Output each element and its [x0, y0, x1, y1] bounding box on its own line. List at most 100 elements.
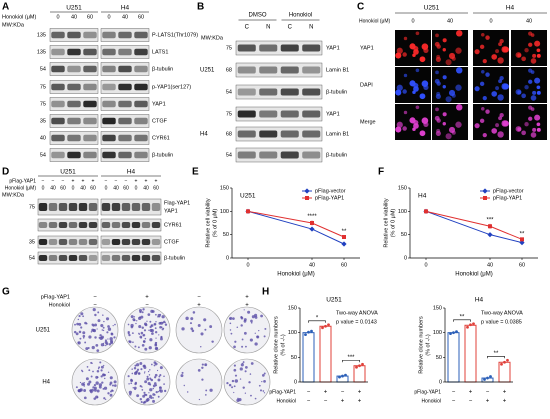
colony: [154, 362, 158, 366]
blot-band: [118, 31, 132, 39]
colony: [109, 393, 113, 397]
colony: [151, 332, 154, 335]
colony: [244, 370, 247, 373]
colony: [140, 331, 144, 335]
colony: [79, 337, 82, 340]
blot-band: [68, 203, 78, 211]
cell: [436, 128, 441, 133]
mw: 68: [226, 131, 232, 137]
cell: [528, 31, 533, 36]
colony: [90, 331, 93, 333]
data-point: [355, 365, 358, 369]
significance-bracket: [453, 319, 471, 322]
label: +: [145, 295, 149, 301]
cell: [455, 47, 462, 54]
micrograph: [511, 67, 547, 103]
blot-band: [51, 48, 65, 56]
colony: [148, 374, 151, 376]
row-label: pFlag-YAP1: [414, 389, 441, 395]
colony: [136, 368, 140, 371]
blot-label: CYR61: [164, 222, 182, 228]
blot-band: [51, 65, 65, 73]
label: +: [72, 178, 75, 184]
label: −: [105, 178, 108, 184]
colony: [113, 336, 116, 339]
blot-band: [102, 151, 116, 159]
blot-band: [67, 117, 81, 125]
data-point: [472, 322, 475, 326]
blot-band: [111, 222, 121, 228]
p-value: p value = 0.0143: [336, 319, 377, 325]
colony: [152, 393, 155, 396]
colony: [85, 322, 88, 325]
colony: [79, 381, 82, 384]
blot-band: [131, 203, 141, 211]
label: 0: [42, 185, 45, 191]
blot-band: [67, 31, 81, 39]
blot-band: [280, 110, 299, 118]
colony: [146, 320, 148, 322]
colony: [203, 318, 207, 322]
blot-band: [83, 31, 97, 39]
cell: [495, 49, 500, 54]
colony: [100, 375, 103, 378]
sign: −: [452, 399, 456, 405]
cell: [495, 123, 500, 128]
label: 0: [135, 185, 138, 191]
blot-band: [67, 151, 81, 159]
colony: [159, 366, 163, 370]
cell: [442, 38, 447, 43]
colony: [155, 347, 158, 350]
colony: [114, 323, 116, 326]
marker: [246, 209, 250, 214]
cell: [445, 59, 452, 66]
data-point: [327, 323, 330, 327]
colony: [155, 313, 157, 316]
colony: [77, 389, 81, 392]
label: −: [145, 303, 149, 309]
colony: [92, 324, 95, 327]
mw: 75: [29, 204, 35, 210]
cell: [409, 117, 416, 124]
colony: [189, 322, 193, 325]
colony: [93, 397, 97, 400]
blot-band: [58, 203, 68, 211]
colony: [250, 319, 253, 323]
blot-label: YAP1: [326, 45, 340, 51]
y-axis-label: Relative cell viability: [205, 198, 211, 247]
significance: ***: [486, 218, 494, 224]
blot-band: [67, 100, 81, 108]
bar: [447, 332, 460, 383]
cell-line: U251: [66, 5, 82, 12]
colony: [229, 317, 231, 320]
colony: [160, 336, 163, 339]
blot: [235, 40, 323, 56]
significance-bracket: [342, 359, 360, 363]
colony: [143, 372, 146, 374]
colony: [136, 394, 140, 398]
colony: [150, 396, 153, 399]
label: MW:KDa: [201, 35, 224, 41]
colony: [154, 343, 158, 347]
colony: [233, 364, 236, 367]
label: 40: [113, 185, 119, 191]
colony: [96, 369, 100, 373]
colony: [139, 385, 142, 388]
blot-band: [134, 117, 148, 125]
blot-band: [134, 65, 148, 73]
y-tick-label: 0: [294, 379, 297, 385]
blot-label: YAP1: [164, 208, 178, 214]
colony: [103, 386, 108, 390]
blot-band: [101, 239, 111, 245]
panel-label: A: [2, 2, 9, 13]
cell: [515, 89, 522, 95]
panel-label: F: [378, 167, 384, 178]
blot-label: β-tubulin: [326, 152, 347, 158]
colony: [100, 323, 104, 328]
cell: [403, 36, 408, 41]
micrograph: [511, 30, 547, 66]
cell: [455, 121, 462, 128]
blot-band: [58, 222, 68, 228]
colony: [231, 386, 234, 389]
cell: [482, 132, 487, 138]
